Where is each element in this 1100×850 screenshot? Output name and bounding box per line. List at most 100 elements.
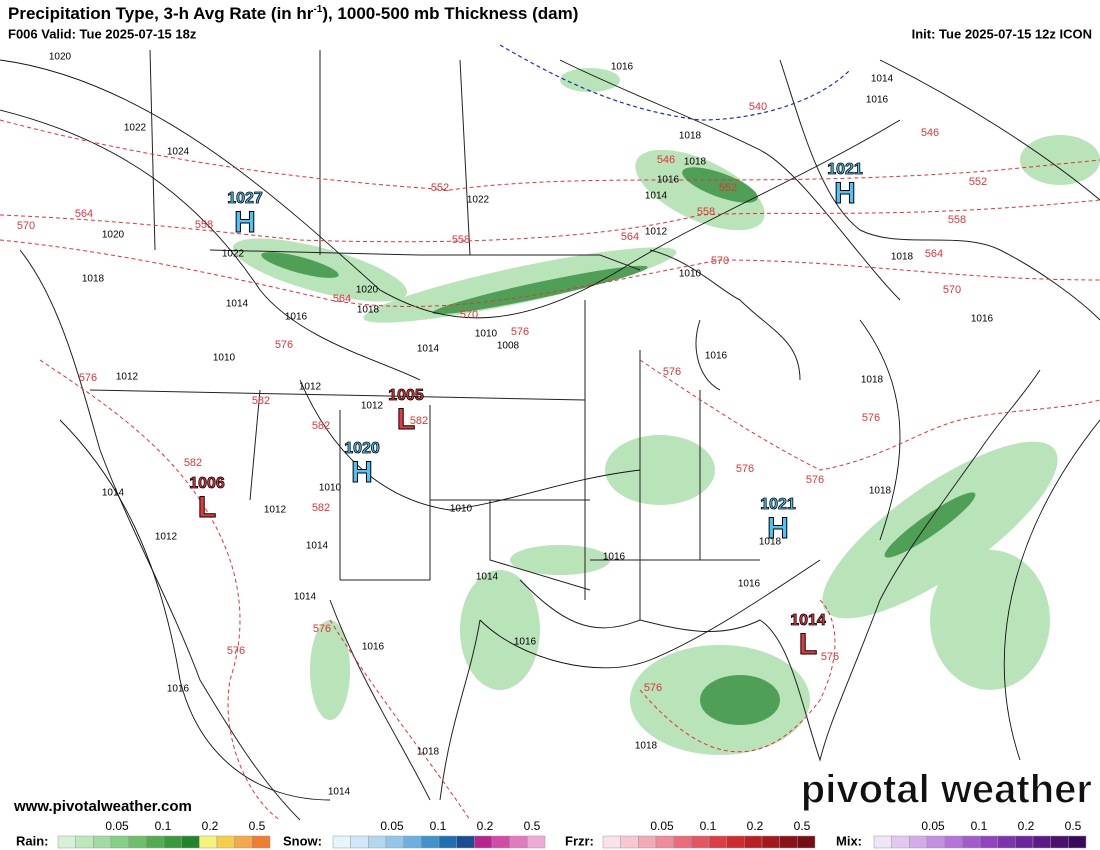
- center-letter: H: [234, 206, 256, 239]
- legend-swatch: [726, 835, 745, 849]
- thickness-label: 576: [663, 366, 681, 378]
- isobar-label: 1018: [357, 305, 380, 316]
- thickness-label: 576: [79, 372, 97, 384]
- thickness-label: 576: [275, 339, 293, 351]
- legend-swatch: [456, 835, 475, 849]
- isobar-label: 1010: [450, 504, 473, 515]
- thickness-label: 558: [697, 206, 715, 218]
- isobar-label: 1018: [82, 274, 105, 285]
- legend-swatch: [75, 835, 94, 849]
- thickness-label: 570: [17, 220, 35, 232]
- isobar-label: 1020: [356, 285, 379, 296]
- legend-swatch: [93, 835, 112, 849]
- legend-tick: 0.5: [1065, 819, 1082, 833]
- legend-swatch: [385, 835, 404, 849]
- legend-swatch: [744, 835, 763, 849]
- thickness-labels: 540 546 546 552 552 552 558 558 558 558 564 564 564 5…: [17, 101, 987, 694]
- isobar-label: 1016: [362, 642, 385, 653]
- center-letter: H: [351, 456, 373, 489]
- isobar-label: 1012: [155, 532, 178, 543]
- legend-swatch: [163, 835, 182, 849]
- thickness-label: 540: [749, 101, 767, 113]
- legend-swatch: [332, 835, 351, 849]
- thickness-label: 582: [184, 457, 202, 469]
- isobar-label: 1018: [861, 375, 884, 386]
- isobar-label: 1008: [497, 341, 520, 352]
- legend-swatch: [491, 835, 510, 849]
- legend-tick: 0.1: [700, 819, 717, 833]
- title: Precipitation Type, 3-h Avg Rate (in hr-…: [8, 4, 578, 24]
- legend-tick: 0.1: [155, 819, 172, 833]
- isobar-label: 1012: [264, 505, 287, 516]
- thickness-lines: [0, 119, 1100, 821]
- legend-swatch: [146, 835, 165, 849]
- legend-swatch: [761, 835, 780, 849]
- thickness-label: 558: [452, 234, 470, 246]
- thickness-label: 558: [195, 219, 213, 231]
- thickness-label: 576: [227, 645, 245, 657]
- isobar-label: 1018: [417, 747, 440, 758]
- thickness-label: 552: [431, 182, 449, 194]
- center-pressure: 1021: [760, 496, 796, 513]
- thickness-label: 564: [75, 208, 93, 220]
- isobar-label: 1018: [679, 131, 702, 142]
- thickness-label: 564: [333, 293, 351, 305]
- legend-swatch: [673, 835, 692, 849]
- isobar-label: 1018: [635, 741, 658, 752]
- legend-tick: 0.1: [971, 819, 988, 833]
- legend-swatch: [708, 835, 727, 849]
- legend-swatch: [403, 835, 422, 849]
- legend-swatch: [655, 835, 674, 849]
- legend-swatch: [252, 835, 271, 849]
- isobar-label: 1014: [645, 191, 668, 202]
- legend-name: Snow:: [283, 833, 322, 848]
- isobar-label: 1016: [603, 552, 626, 563]
- logo: pivotal weather: [801, 768, 1092, 812]
- legend-swatch: [997, 835, 1016, 849]
- isobar-label: 1014: [417, 344, 440, 355]
- isobar-label: 1016: [611, 62, 634, 73]
- thickness-label: 576: [644, 682, 662, 694]
- legend-tick: 0.05: [650, 819, 674, 833]
- legend-swatch: [962, 835, 981, 849]
- legend-swatch: [128, 835, 147, 849]
- map-frame: [0, 45, 1100, 820]
- legend-swatch: [602, 835, 621, 849]
- thickness-540-line: [499, 44, 851, 121]
- legend-swatch: [421, 835, 440, 849]
- legend-swatch: [57, 835, 76, 849]
- center-letter: H: [767, 512, 789, 545]
- legend-name: Frzr:: [565, 833, 594, 848]
- legend-swatch: [638, 835, 657, 849]
- thickness-label: 576: [736, 463, 754, 475]
- center-pressure: 1006: [189, 475, 225, 492]
- isobar-label: 1012: [645, 227, 668, 238]
- thickness-label: 576: [862, 412, 880, 424]
- legend-swatch: [350, 835, 369, 849]
- isobar-label: 1016: [167, 684, 190, 695]
- isobar-label: 1012: [116, 372, 139, 383]
- thickness-label: 576: [313, 623, 331, 635]
- thickness-label: 582: [312, 502, 330, 514]
- thickness-label: 582: [312, 420, 330, 432]
- legend-tick: 0.05: [105, 819, 129, 833]
- legend-swatch: [1068, 835, 1087, 849]
- legend-swatch: [944, 835, 963, 849]
- legend-tick: 0.5: [794, 819, 811, 833]
- center-letter: L: [799, 628, 817, 661]
- center-pressure: 1027: [227, 190, 263, 207]
- legend-swatch: [199, 835, 218, 849]
- isobar-label: 1022: [467, 195, 490, 206]
- legend-tick: 0.2: [1018, 819, 1035, 833]
- legend-name: Rain:: [16, 833, 49, 848]
- thickness-label: 576: [511, 326, 529, 338]
- legend-tick: 0.2: [747, 819, 764, 833]
- isobar-label: 1018: [891, 252, 914, 263]
- geography: [19, 49, 1100, 821]
- legend-swatch: [474, 835, 493, 849]
- legend-tick: 0.5: [249, 819, 266, 833]
- legend-swatch: [926, 835, 945, 849]
- map: 1020 1022 1024 1020 1018 1022 1014 1016 1020 1018…: [0, 44, 1100, 821]
- legend-swatch: [527, 835, 546, 849]
